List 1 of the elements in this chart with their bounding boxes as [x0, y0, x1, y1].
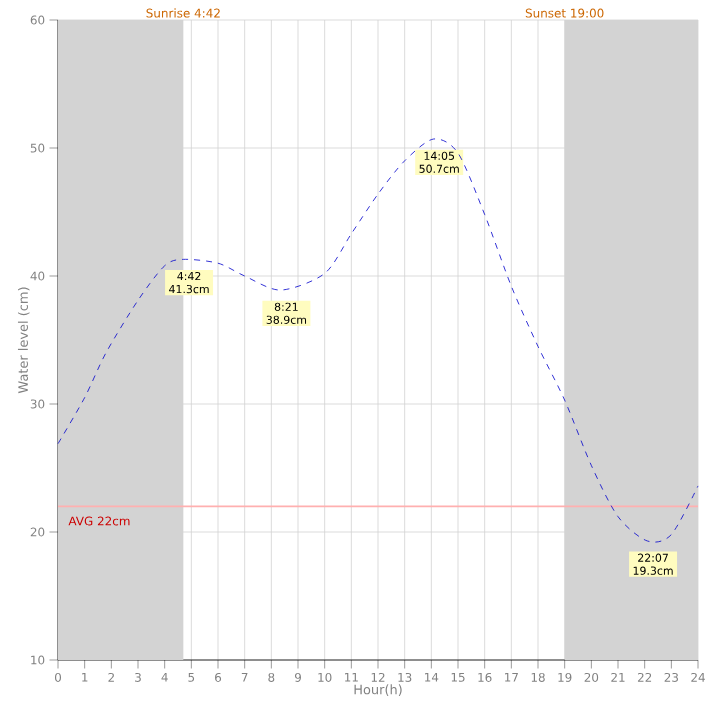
- line-series: [57, 138, 699, 542]
